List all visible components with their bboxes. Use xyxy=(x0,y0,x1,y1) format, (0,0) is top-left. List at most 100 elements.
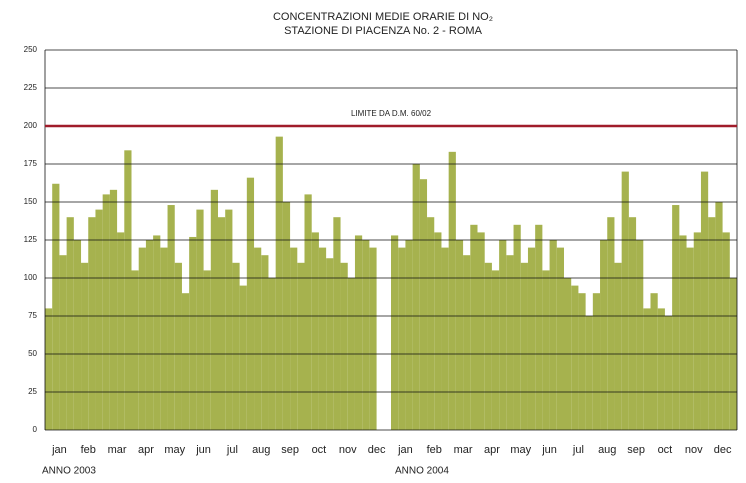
bar xyxy=(369,247,377,430)
bar xyxy=(391,235,399,430)
bar xyxy=(203,270,211,430)
y-tick-label: 0 xyxy=(33,425,38,434)
bar xyxy=(621,171,629,430)
x-tick-label: jun xyxy=(541,444,557,456)
bar xyxy=(254,247,262,430)
bar xyxy=(614,262,622,430)
bar xyxy=(657,308,665,430)
x-tick-label: jan xyxy=(397,444,413,456)
chart-title: CONCENTRAZIONI MEDIE ORARIE DI NO₂ xyxy=(273,11,493,23)
bar xyxy=(499,240,507,430)
bar xyxy=(434,232,442,430)
bar xyxy=(405,240,413,430)
x-tick-label: mar xyxy=(108,444,127,456)
bar xyxy=(304,194,312,430)
bar xyxy=(470,224,478,430)
bar xyxy=(66,217,74,430)
threshold-label: LIMITE DA D.M. 60/02 xyxy=(351,109,432,118)
bar xyxy=(600,240,608,430)
y-tick-label: 100 xyxy=(24,273,38,282)
bar xyxy=(261,255,269,430)
bar xyxy=(398,247,406,430)
bar xyxy=(189,236,197,430)
chart-subtitle: STAZIONE DI PIACENZA No. 2 - ROMA xyxy=(284,25,482,37)
bar xyxy=(246,177,255,430)
bar xyxy=(506,255,514,430)
bar xyxy=(109,189,118,430)
x-tick-label: oct xyxy=(658,444,673,456)
bar xyxy=(491,270,500,430)
y-tick-label: 25 xyxy=(28,387,37,396)
bar xyxy=(174,262,182,430)
y-tick-label: 225 xyxy=(24,83,38,92)
bar xyxy=(643,308,651,430)
bar xyxy=(650,293,658,430)
x-tick-label: oct xyxy=(312,444,327,456)
y-tick-label: 75 xyxy=(28,311,37,320)
bar xyxy=(484,262,492,430)
bar xyxy=(354,235,363,430)
bar xyxy=(412,164,420,430)
bar xyxy=(419,179,428,430)
x-tick-label: may xyxy=(510,444,531,456)
x-tick-label: feb xyxy=(81,444,96,456)
bar xyxy=(318,247,327,430)
bar xyxy=(535,224,543,430)
bar xyxy=(672,205,680,430)
bar xyxy=(441,247,449,430)
bar xyxy=(463,255,471,430)
bar xyxy=(160,247,168,430)
bar xyxy=(686,247,694,430)
bar xyxy=(448,151,456,430)
bar xyxy=(722,232,730,430)
bar xyxy=(578,293,586,430)
bar xyxy=(571,285,579,430)
bar xyxy=(585,316,593,430)
bar xyxy=(311,232,319,430)
year-label: ANNO 2003 xyxy=(42,466,96,477)
bar xyxy=(290,247,298,430)
x-tick-label: jul xyxy=(572,444,584,456)
y-tick-label: 175 xyxy=(24,159,38,168)
bar xyxy=(556,247,564,430)
x-tick-label: apr xyxy=(484,444,500,456)
bar xyxy=(124,150,132,430)
x-tick-label: sep xyxy=(281,444,299,456)
bar xyxy=(275,136,283,430)
x-tick-label: dec xyxy=(714,444,732,456)
bar xyxy=(52,183,60,430)
bar xyxy=(520,262,528,430)
bar xyxy=(196,209,204,430)
x-tick-label: apr xyxy=(138,444,154,456)
y-tick-label: 50 xyxy=(28,349,37,358)
y-tick-label: 125 xyxy=(24,235,38,244)
bar xyxy=(513,224,521,430)
bar xyxy=(700,171,709,430)
x-tick-label: jul xyxy=(226,444,238,456)
bar xyxy=(131,270,139,430)
x-tick-label: nov xyxy=(339,444,357,456)
bar xyxy=(145,240,154,430)
bar xyxy=(664,316,673,430)
bar xyxy=(527,247,536,430)
bar xyxy=(45,308,53,430)
x-tick-label: jun xyxy=(195,444,211,456)
bar xyxy=(549,240,557,430)
bar xyxy=(297,262,305,430)
bar xyxy=(232,262,240,430)
x-tick-label: sep xyxy=(627,444,645,456)
year-label: ANNO 2004 xyxy=(395,466,449,477)
bar xyxy=(679,235,687,430)
x-tick-label: jan xyxy=(51,444,67,456)
bar xyxy=(455,240,464,430)
bar xyxy=(225,209,233,430)
x-tick-label: nov xyxy=(685,444,703,456)
y-tick-label: 150 xyxy=(24,197,38,206)
bar xyxy=(427,217,435,430)
y-tick-label: 250 xyxy=(24,45,38,54)
x-tick-label: dec xyxy=(368,444,386,456)
bar xyxy=(138,247,146,430)
bar xyxy=(81,262,89,430)
bar xyxy=(239,285,247,430)
